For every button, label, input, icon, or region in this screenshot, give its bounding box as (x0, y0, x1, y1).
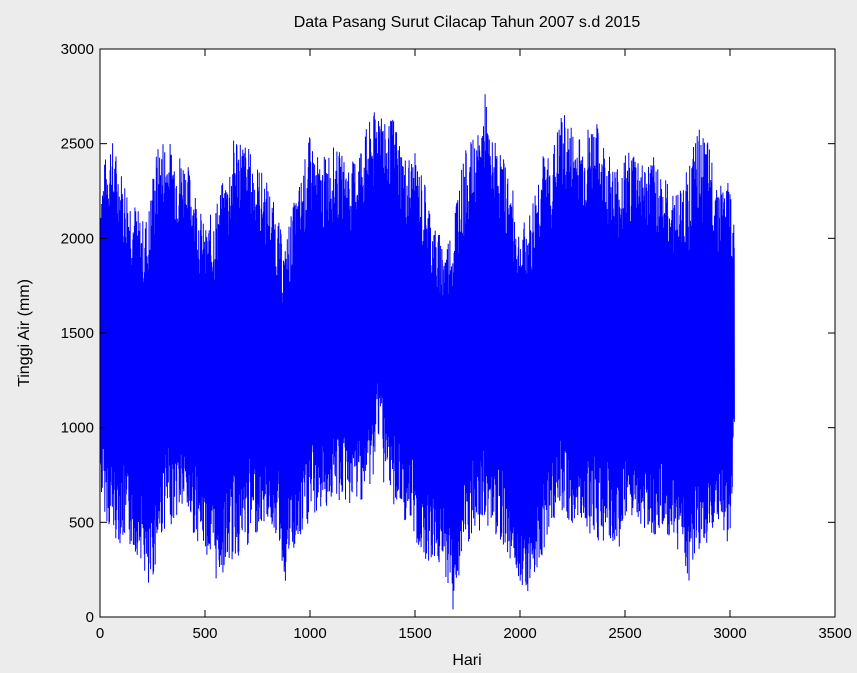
x-axis-title: Hari (452, 652, 481, 669)
x-tick-label: 2500 (608, 625, 641, 642)
x-tick-label: 1500 (398, 625, 431, 642)
y-tick-label: 500 (69, 514, 94, 531)
ticks: 0 500 1000 1500 2000 2500 3000 3500 0 500 1000 1500… (61, 41, 852, 642)
x-tick-label: 0 (96, 625, 104, 642)
y-tick-label: 2500 (61, 136, 94, 153)
x-tick-label: 1000 (293, 625, 326, 642)
x-tick-label: 3000 (713, 625, 746, 642)
x-tick-label: 2000 (503, 625, 536, 642)
y-axis-title: Tinggi Air (mm) (16, 279, 33, 387)
y-tick-label: 1500 (61, 325, 94, 342)
tide-series-line (99, 94, 735, 610)
chart-title: Data Pasang Surut Cilacap Tahun 2007 s.d… (294, 14, 641, 31)
y-tick-label: 2000 (61, 230, 94, 247)
data-series (99, 94, 735, 610)
x-tick-label: 3500 (818, 625, 851, 642)
y-tick-label: 3000 (61, 41, 94, 58)
y-tick-label: 1000 (61, 420, 94, 437)
y-tick-label: 0 (86, 609, 94, 626)
x-tick-label: 500 (192, 625, 217, 642)
